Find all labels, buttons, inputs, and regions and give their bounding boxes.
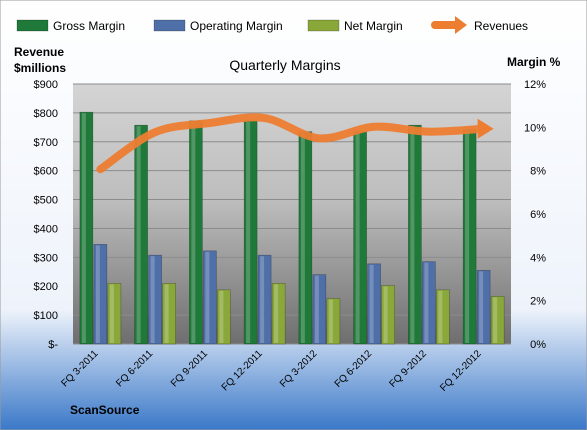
legend-label: Revenues [474, 19, 528, 33]
left-axis-tick-label: $600 [34, 166, 58, 178]
left-axis-tick-label: $300 [34, 252, 58, 264]
right-axis-tick-label: 10% [524, 122, 546, 134]
chart-title: Quarterly Margins [229, 57, 340, 73]
operating-margin-bar [93, 244, 108, 345]
legend-swatch [153, 19, 186, 32]
right-axis-tick-label: 2% [530, 296, 546, 308]
net-margin-bar [107, 283, 122, 345]
operating-margin-bar [203, 250, 217, 345]
gross-margin-bar-highlight [191, 121, 196, 343]
left-axis-title-line1: Revenue [14, 45, 64, 59]
operating-margin-bar-highlight [369, 264, 374, 343]
legend-label: Gross Margin [53, 19, 125, 33]
company-name: ScanSource [70, 403, 140, 417]
operating-margin-bar [422, 261, 436, 345]
legend-swatch [307, 19, 340, 32]
left-axis-title-line2: $millions [14, 61, 66, 75]
left-axis-tick-label: $700 [34, 137, 58, 149]
legend-label: Net Margin [344, 19, 403, 33]
gross-margin-bar-highlight [300, 132, 305, 343]
operating-margin-bar [148, 254, 162, 345]
legend-swatch-arrowhead [455, 16, 467, 34]
gross-margin-bar-highlight [136, 126, 141, 344]
left-axis-tick-label: $800 [34, 108, 58, 120]
revenues-line [96, 113, 488, 174]
net-margin-bar [326, 298, 341, 345]
right-axis-tick-label: 4% [530, 252, 546, 264]
gross-margin-bar [408, 124, 422, 345]
operating-margin-bar [476, 270, 491, 345]
net-margin-bar-highlight [438, 290, 443, 343]
net-margin-bar [162, 283, 176, 345]
right-axis-tick-label: 8% [530, 166, 546, 178]
gross-margin-bar [189, 120, 203, 345]
gross-margin-bar-highlight [246, 121, 251, 343]
left-axis-tick-label: $500 [34, 195, 58, 207]
revenues-line-arrowhead [477, 118, 494, 139]
gross-margin-bar [134, 124, 148, 345]
gross-margin-bar-highlight [465, 130, 470, 343]
net-margin-bar-highlight [274, 284, 279, 343]
operating-margin-bar-highlight [260, 256, 265, 343]
operating-margin-bar-highlight [479, 271, 484, 343]
legend-label: Operating Margin [190, 19, 283, 33]
gross-margin-bar-highlight [355, 132, 360, 343]
left-axis-tick-label: $- [48, 339, 58, 351]
left-axis-tick-label: $100 [34, 310, 58, 322]
right-axis-title: Margin % [507, 55, 561, 69]
left-axis-tick-label: $400 [34, 223, 58, 235]
right-axis-tick-label: 6% [530, 209, 546, 221]
revenue-line-layer [96, 113, 494, 174]
legend: Gross Margin Operating Margin Net Margin Re… [16, 16, 528, 34]
left-axis-tick-label: $200 [34, 281, 58, 293]
operating-margin-bar [312, 274, 327, 345]
net-margin-bar [271, 283, 286, 345]
operating-margin-bar-highlight [424, 262, 429, 343]
net-margin-bar [436, 289, 450, 345]
gross-margin-bar [298, 131, 313, 345]
net-margin-bar [490, 296, 505, 345]
net-margin-bar-highlight [109, 284, 114, 343]
operating-margin-bar [367, 263, 381, 345]
gross-margin-bar [243, 120, 258, 345]
net-margin-bar [217, 289, 231, 345]
net-margin-bar-highlight [383, 286, 388, 343]
right-axis-tick-label: 12% [524, 79, 546, 91]
legend-swatch [16, 19, 49, 32]
operating-margin-bar-highlight [205, 251, 210, 343]
gross-margin-bar [462, 129, 477, 345]
bar-layer [79, 111, 505, 345]
gross-margin-bar-highlight [410, 126, 415, 344]
operating-margin-bar-highlight [150, 256, 155, 343]
net-margin-bar-highlight [164, 284, 169, 343]
gross-margin-bar [353, 131, 367, 345]
net-margin-bar [381, 285, 395, 345]
right-axis-tick-label: 0% [530, 339, 546, 351]
operating-margin-bar-highlight [95, 245, 100, 343]
operating-margin-bar-highlight [314, 275, 319, 343]
left-axis-tick-label: $900 [34, 79, 58, 91]
gross-margin-bar-highlight [81, 113, 86, 344]
net-margin-bar-highlight [219, 290, 224, 343]
operating-margin-bar [257, 254, 272, 345]
net-margin-bar-highlight [493, 297, 498, 343]
net-margin-bar-highlight [328, 299, 333, 343]
gross-margin-bar [79, 111, 94, 345]
